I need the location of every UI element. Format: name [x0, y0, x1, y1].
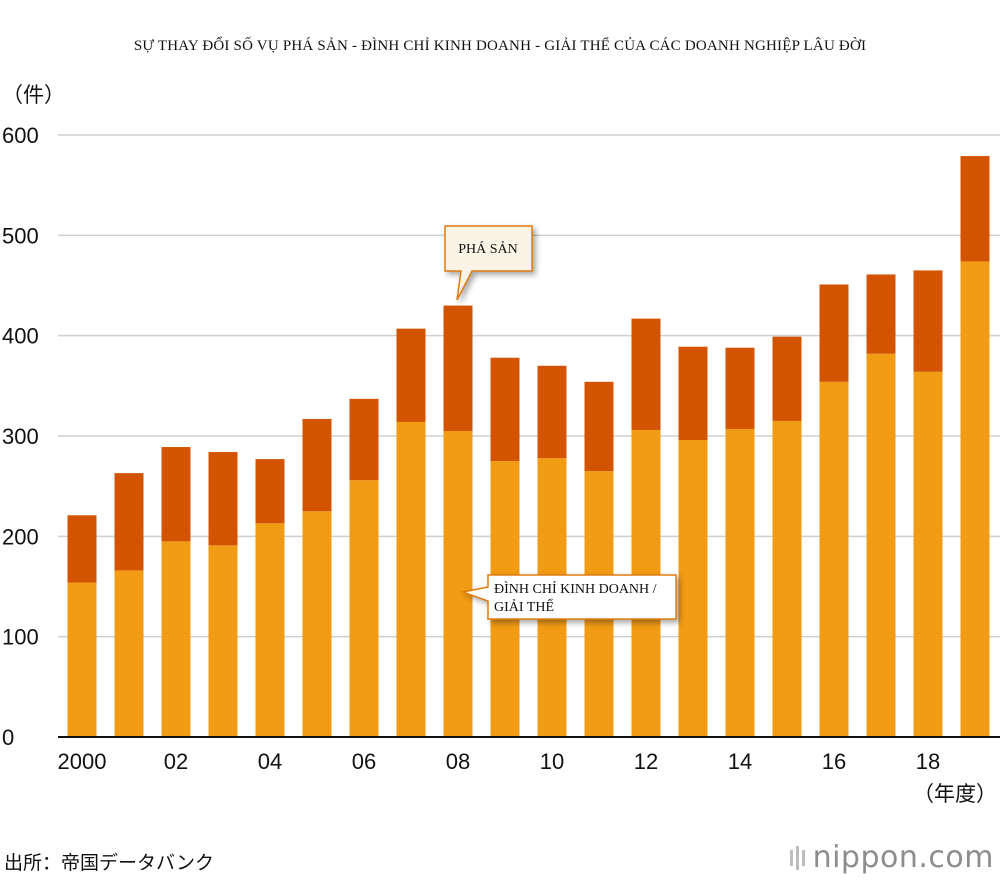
x-tick-label: 16: [822, 749, 846, 774]
x-tick-label: 2000: [58, 749, 107, 774]
bar-segment-bankruptcy: [490, 357, 520, 462]
bar-segment-suspension: [67, 582, 97, 737]
y-axis-unit-label: （件）: [2, 83, 65, 107]
bar-segment-bankruptcy: [678, 346, 708, 441]
bar-segment-bankruptcy: [67, 515, 97, 583]
x-axis-unit-label: （年度）: [913, 782, 997, 806]
bars: [67, 156, 990, 737]
bar-segment-bankruptcy: [349, 398, 379, 481]
y-tick-label: 600: [2, 123, 39, 148]
bar-segment-bankruptcy: [631, 318, 661, 430]
bar-segment-bankruptcy: [960, 156, 990, 262]
x-tick-label: 14: [728, 749, 752, 774]
logo-mark-icon: [789, 845, 805, 870]
source-note: 出所：帝国データバンク: [4, 852, 214, 874]
callout-bankruptcy-label: PHÁ SẢN: [458, 240, 518, 257]
axes: 0 100 200 300 400 500 600 2000 02 04 06 08 10 12 14 16 1…: [2, 123, 1000, 774]
x-tick-label: 04: [258, 749, 282, 774]
bar-segment-bankruptcy: [819, 284, 849, 382]
bar-segment-suspension: [960, 261, 990, 737]
bar-segment-suspension: [772, 420, 802, 737]
x-tick-label: 12: [634, 749, 658, 774]
x-tick-label: 02: [164, 749, 188, 774]
callout-bankruptcy: PHÁ SẢN: [444, 225, 533, 301]
bar-segment-suspension: [302, 511, 332, 737]
bar-segment-bankruptcy: [208, 452, 238, 546]
logo-text: nippon.com: [812, 840, 994, 875]
bar-segment-bankruptcy: [396, 328, 426, 422]
bar-segment-suspension: [161, 541, 191, 737]
y-tick-label: 300: [2, 424, 39, 449]
y-tick-label: 400: [2, 324, 39, 349]
x-tick-label: 10: [540, 749, 564, 774]
callout-suspension-bubble: [460, 574, 677, 620]
bar-segment-bankruptcy: [584, 381, 614, 472]
bar-segment-suspension: [208, 545, 238, 737]
bar-segment-suspension: [255, 523, 285, 737]
nippon-logo: nippon.com: [789, 840, 994, 875]
bar-segment-bankruptcy: [772, 336, 802, 421]
bar-segment-suspension: [678, 440, 708, 737]
x-tick-label: 08: [446, 749, 470, 774]
x-tick-label: 06: [352, 749, 376, 774]
callout-suspension-label-line2: GIẢI THỂ: [494, 598, 554, 615]
x-tick-label: 18: [916, 749, 940, 774]
y-tick-label: 0: [2, 725, 14, 750]
y-tick-label: 100: [2, 625, 39, 650]
bar-segment-suspension: [913, 371, 943, 737]
gridlines: [58, 134, 1000, 638]
y-tick-label: 500: [2, 223, 39, 248]
bar-segment-suspension: [443, 430, 473, 737]
bar-segment-suspension: [349, 480, 379, 737]
callout-suspension: ĐÌNH CHỈ KINH DOANH / GIẢI THỂ: [460, 574, 677, 620]
bar-segment-bankruptcy: [866, 274, 896, 354]
callout-suspension-label-line1: ĐÌNH CHỈ KINH DOANH /: [494, 580, 657, 597]
bar-segment-bankruptcy: [913, 270, 943, 372]
bar-segment-bankruptcy: [161, 447, 191, 542]
bar-segment-bankruptcy: [443, 305, 473, 431]
bar-segment-bankruptcy: [302, 418, 332, 512]
bar-segment-suspension: [819, 381, 849, 737]
bar-segment-bankruptcy: [537, 365, 567, 459]
bar-segment-suspension: [725, 428, 755, 737]
bar-segment-suspension: [396, 421, 426, 737]
chart-title: SỰ THAY ĐỔI SỐ VỤ PHÁ SẢN - ĐÌNH CHỈ KIN…: [133, 38, 867, 54]
bar-segment-bankruptcy: [255, 459, 285, 524]
y-tick-label: 200: [2, 524, 39, 549]
bar-segment-bankruptcy: [114, 473, 144, 571]
callout-bankruptcy-bubble: [444, 225, 533, 301]
bar-segment-bankruptcy: [725, 347, 755, 429]
bar-segment-suspension: [866, 353, 896, 737]
bar-segment-suspension: [114, 570, 144, 737]
